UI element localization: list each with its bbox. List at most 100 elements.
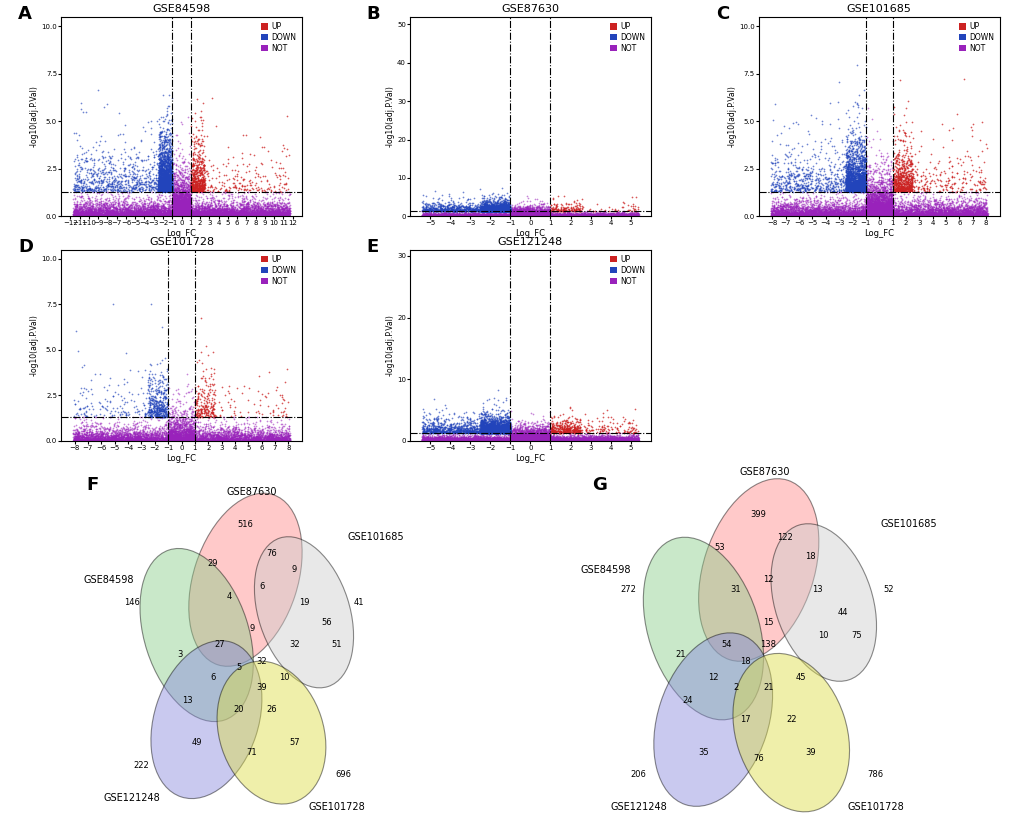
Point [807, 209, 823, 222]
Point [478, 423, 494, 437]
Point [535, 431, 551, 444]
Point [616, 209, 633, 222]
Point [582, 430, 598, 443]
Point [457, 201, 473, 214]
Point [465, 196, 481, 210]
Point [498, 209, 515, 222]
Point [153, 434, 169, 448]
Point [502, 429, 519, 443]
Point [162, 425, 178, 438]
Point [496, 209, 513, 222]
Point [452, 433, 469, 447]
Point [161, 174, 177, 187]
Point [94, 149, 110, 162]
Point [589, 208, 605, 221]
Point [600, 434, 616, 448]
Point [275, 419, 291, 433]
Point [178, 421, 195, 434]
Point [82, 431, 98, 444]
Point [482, 417, 498, 430]
Point [480, 428, 496, 441]
Point [106, 177, 122, 191]
Point [155, 136, 171, 149]
Point [553, 422, 570, 435]
Point [259, 207, 275, 220]
Point [613, 433, 630, 447]
Point [166, 205, 182, 218]
Point [628, 209, 644, 222]
Point [519, 209, 535, 222]
Point [465, 207, 481, 220]
Point [586, 209, 602, 222]
Point [170, 202, 186, 215]
Point [837, 207, 853, 220]
Point [172, 182, 189, 196]
Point [581, 210, 597, 223]
Point [462, 209, 478, 222]
Point [541, 209, 557, 222]
Point [460, 433, 476, 447]
Point [530, 209, 546, 222]
Point [898, 177, 914, 191]
Point [845, 151, 861, 165]
Point [495, 201, 512, 214]
Point [486, 202, 502, 215]
Point [522, 433, 538, 446]
Point [861, 209, 877, 222]
Point [493, 415, 510, 428]
Point [414, 415, 430, 428]
Point [151, 431, 167, 444]
Point [865, 206, 881, 219]
Point [77, 207, 94, 220]
Point [539, 207, 555, 220]
Point [918, 209, 934, 222]
Point [159, 108, 175, 121]
Point [837, 182, 853, 196]
Point [159, 176, 175, 190]
Point [872, 167, 889, 181]
Point [533, 428, 549, 442]
Point [604, 206, 621, 220]
Point [120, 205, 137, 218]
Point [96, 203, 112, 216]
Point [593, 209, 609, 222]
Point [521, 210, 537, 223]
Point [177, 204, 194, 217]
Point [159, 107, 175, 121]
Point [228, 209, 245, 222]
Point [506, 433, 523, 446]
Point [574, 210, 590, 223]
Point [196, 196, 212, 210]
Point [108, 430, 124, 443]
Point [507, 203, 524, 216]
Point [219, 206, 235, 219]
Point [962, 210, 978, 223]
Point [494, 433, 511, 446]
Point [529, 209, 545, 222]
Point [130, 364, 147, 378]
Point [276, 433, 292, 446]
Point [504, 208, 521, 221]
Point [216, 208, 232, 221]
Point [585, 433, 601, 447]
Point [192, 206, 208, 219]
Point [279, 395, 296, 409]
Point [176, 191, 193, 204]
Point [506, 423, 523, 436]
Point [201, 208, 217, 221]
Point [523, 206, 539, 220]
Point [111, 210, 127, 223]
Point [526, 422, 542, 435]
Point [862, 210, 878, 223]
Point [191, 183, 207, 196]
Point [811, 164, 827, 177]
Point [864, 197, 880, 210]
Point [173, 201, 190, 214]
Point [534, 209, 550, 222]
Point [892, 185, 908, 198]
Point [149, 433, 165, 447]
Point [627, 434, 643, 448]
Point [538, 432, 554, 445]
Point [878, 207, 895, 220]
Point [518, 208, 534, 221]
